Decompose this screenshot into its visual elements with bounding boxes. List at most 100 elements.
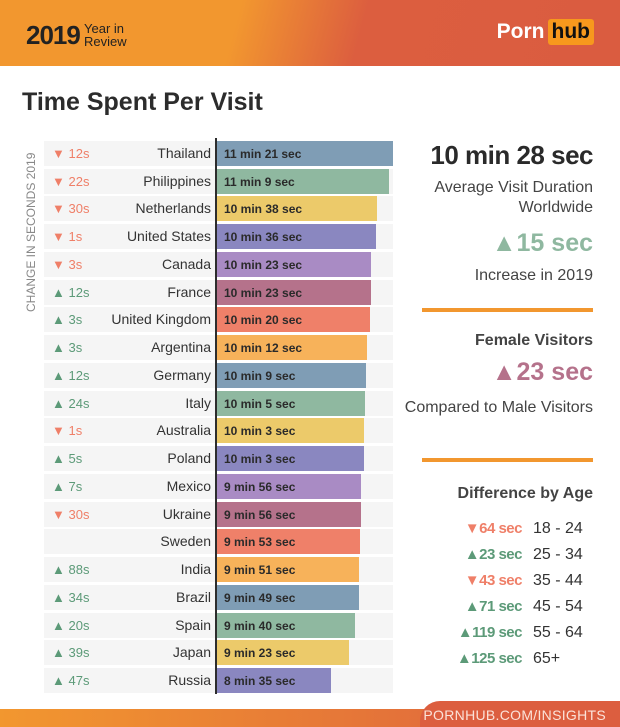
change-label: ▲ 34s (52, 590, 89, 605)
age-change-value: 71 sec (479, 598, 522, 615)
bar-value-label: 9 min 51 sec (224, 563, 296, 578)
bar-row: ▲ 39s Japan 9 min 23 sec (44, 640, 393, 666)
bar: 10 min 9 sec (217, 362, 367, 388)
up-triangle-icon: ▲ (491, 229, 517, 257)
up-triangle-icon: ▲ (52, 562, 69, 578)
age-change-value: 43 sec (479, 572, 522, 589)
change-label: ▼ 1s (52, 423, 82, 438)
change-value: 24s (68, 395, 90, 411)
country-label: Argentina (151, 339, 211, 356)
header-banner: 2019 Year in Review Porn hub (0, 0, 620, 66)
bar-value-label: 9 min 49 sec (224, 590, 296, 605)
country-label: India (180, 561, 211, 578)
bar-row: ▲ 12s France 10 min 23 sec (44, 279, 393, 305)
age-row: ▲23 sec 25 - 34 (420, 546, 600, 568)
change-value: 20s (68, 617, 90, 633)
age-change: ▼64 sec (465, 520, 523, 537)
bar-value-label: 10 min 23 sec (224, 257, 303, 272)
country-label: Mexico (166, 477, 211, 494)
change-label: ▼ 3s (52, 257, 82, 272)
change-label: ▲ 47s (52, 673, 89, 688)
bar-value-label: 9 min 40 sec (224, 618, 296, 633)
change-label: ▲ 24s (52, 396, 89, 411)
age-group: 18 - 24 (533, 520, 583, 537)
age-row: ▼43 sec 35 - 44 (420, 572, 600, 594)
female-visitors-value: ▲23 sec (491, 358, 593, 386)
female-visitors-label: Compared to Male Visitors (404, 399, 593, 416)
up-triangle-icon: ▲ (464, 598, 480, 615)
age-change: ▲125 sec (457, 650, 523, 667)
bar: 9 min 56 sec (217, 501, 362, 527)
age-group: 65+ (533, 650, 561, 667)
page-title: Time Spent Per Visit (22, 88, 263, 116)
bar: 10 min 36 sec (217, 224, 377, 250)
bar-value-label: 9 min 53 sec (224, 535, 296, 550)
bar-row: ▲ 88s India 9 min 51 sec (44, 557, 393, 583)
bar: 10 min 5 sec (217, 390, 365, 416)
change-label: ▲ 12s (52, 285, 89, 300)
age-row: ▼64 sec 18 - 24 (420, 520, 600, 542)
logo-text: Porn (496, 20, 545, 43)
change-value: 7s (68, 478, 83, 494)
bar-value-label: 10 min 36 sec (224, 230, 303, 245)
age-change: ▼43 sec (465, 572, 523, 589)
bar-value-label: 9 min 23 sec (224, 646, 296, 661)
country-label: Australia (156, 422, 211, 439)
bar-row: ▲ 7s Mexico 9 min 56 sec (44, 473, 393, 499)
age-row: ▲119 sec 55 - 64 (420, 624, 600, 646)
bar-value-label: 10 min 9 sec (224, 368, 296, 383)
change-label: ▼ 1s (52, 229, 82, 244)
down-triangle-icon: ▼ (52, 506, 69, 522)
bar-row: ▲ 12s Germany 10 min 9 sec (44, 362, 393, 388)
logo-highlight: hub (547, 19, 594, 45)
down-triangle-icon: ▼ (52, 423, 69, 439)
bar-row: Sweden 9 min 53 sec (44, 529, 393, 555)
up-triangle-icon: ▲ (52, 478, 69, 494)
country-label: Ukraine (162, 505, 211, 522)
change-label: ▲ 3s (52, 312, 82, 327)
axis-line (215, 138, 217, 694)
up-triangle-icon: ▲ (457, 624, 473, 641)
increase-value: ▲15 sec (491, 229, 593, 257)
country-label: Philippines (143, 172, 211, 189)
divider (422, 458, 593, 462)
change-value: 34s (68, 589, 90, 605)
bar-row: ▼ 12s Thailand 11 min 21 sec (44, 141, 393, 166)
up-triangle-icon: ▲ (52, 451, 69, 467)
country-label: France (167, 283, 211, 300)
age-group: 55 - 64 (533, 624, 583, 641)
bar-value-label: 10 min 20 sec (224, 313, 303, 328)
up-triangle-icon: ▲ (52, 340, 69, 356)
up-triangle-icon: ▲ (52, 589, 69, 605)
bar-value-label: 10 min 12 sec (224, 341, 303, 356)
bar-row: ▲ 24s Italy 10 min 5 sec (44, 390, 393, 416)
age-group: 35 - 44 (533, 572, 583, 589)
bar-row: ▼ 30s Ukraine 9 min 56 sec (44, 501, 393, 527)
country-label: Netherlands (135, 200, 212, 217)
bar: 10 min 38 sec (217, 196, 377, 222)
bar: 10 min 23 sec (217, 251, 372, 277)
age-row: ▲125 sec 65+ (420, 650, 600, 672)
bar-row: ▼ 22s Philippines 11 min 9 sec (44, 168, 393, 194)
country-label: Brazil (175, 588, 211, 605)
change-value: 5s (68, 451, 83, 467)
bar: 10 min 20 sec (217, 307, 371, 333)
country-label: Germany (153, 366, 211, 383)
change-value: 39s (68, 645, 90, 661)
increase-label: Increase in 2019 (474, 267, 593, 284)
bar-row: ▲ 47s Russia 8 min 35 sec (44, 668, 393, 694)
bar-value-label: 11 min 21 sec (224, 147, 302, 161)
bar: 9 min 53 sec (217, 529, 361, 555)
change-label: ▼ 22s (52, 174, 89, 189)
age-change-value: 64 sec (479, 520, 522, 537)
age-change: ▲119 sec (457, 624, 523, 641)
change-value: 30s (68, 506, 90, 522)
change-label: ▲ 3s (52, 340, 82, 355)
country-label: Canada (161, 255, 211, 272)
change-label: ▼ 12s (52, 146, 89, 161)
bar: 9 min 56 sec (217, 473, 362, 499)
insights-link[interactable]: PORNHUB.COM/INSIGHTS (423, 707, 606, 723)
bar: 10 min 23 sec (217, 279, 372, 305)
country-label: Poland (167, 450, 211, 467)
bar-value-label: 8 min 35 sec (224, 674, 296, 689)
